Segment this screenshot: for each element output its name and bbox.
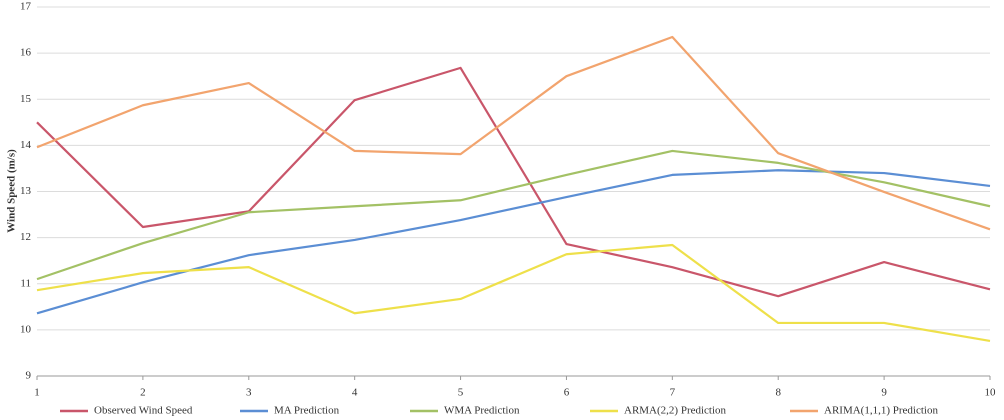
x-tick-label: 8 xyxy=(775,387,781,399)
x-tick-label: 7 xyxy=(670,387,676,399)
y-tick-label: 12 xyxy=(20,231,31,243)
x-tick-label: 5 xyxy=(458,387,464,399)
legend-label: Observed Wind Speed xyxy=(94,405,193,417)
legend-label: MA Prediction xyxy=(274,405,340,417)
x-tick-label: 1 xyxy=(34,387,40,399)
x-tick-label: 4 xyxy=(352,387,358,399)
y-tick-label: 9 xyxy=(26,370,32,382)
x-tick-label: 3 xyxy=(246,387,252,399)
series-line xyxy=(36,149,991,281)
legend-label: ARIMA(1,1,1) Prediction xyxy=(824,405,938,417)
y-tick-label: 11 xyxy=(20,277,31,289)
y-tick-label: 17 xyxy=(20,1,32,13)
y-tick-label: 16 xyxy=(20,47,32,59)
y-tick-label: 15 xyxy=(20,93,32,105)
x-tick-label: 10 xyxy=(985,387,997,399)
y-tick-label: 13 xyxy=(20,185,32,197)
series-line xyxy=(36,35,991,231)
y-axis-label: Wind Speed (m/s) xyxy=(6,149,18,233)
y-tick-label: 14 xyxy=(20,139,32,151)
x-tick-label: 6 xyxy=(564,387,570,399)
y-tick-label: 10 xyxy=(20,323,32,335)
legend-label: ARMA(2,2) Prediction xyxy=(624,405,727,417)
x-tick-label: 2 xyxy=(140,387,146,399)
x-tick-label: 9 xyxy=(881,387,887,399)
series-line xyxy=(36,243,991,343)
legend-label: WMA Prediction xyxy=(444,405,520,417)
series-line xyxy=(36,66,991,298)
